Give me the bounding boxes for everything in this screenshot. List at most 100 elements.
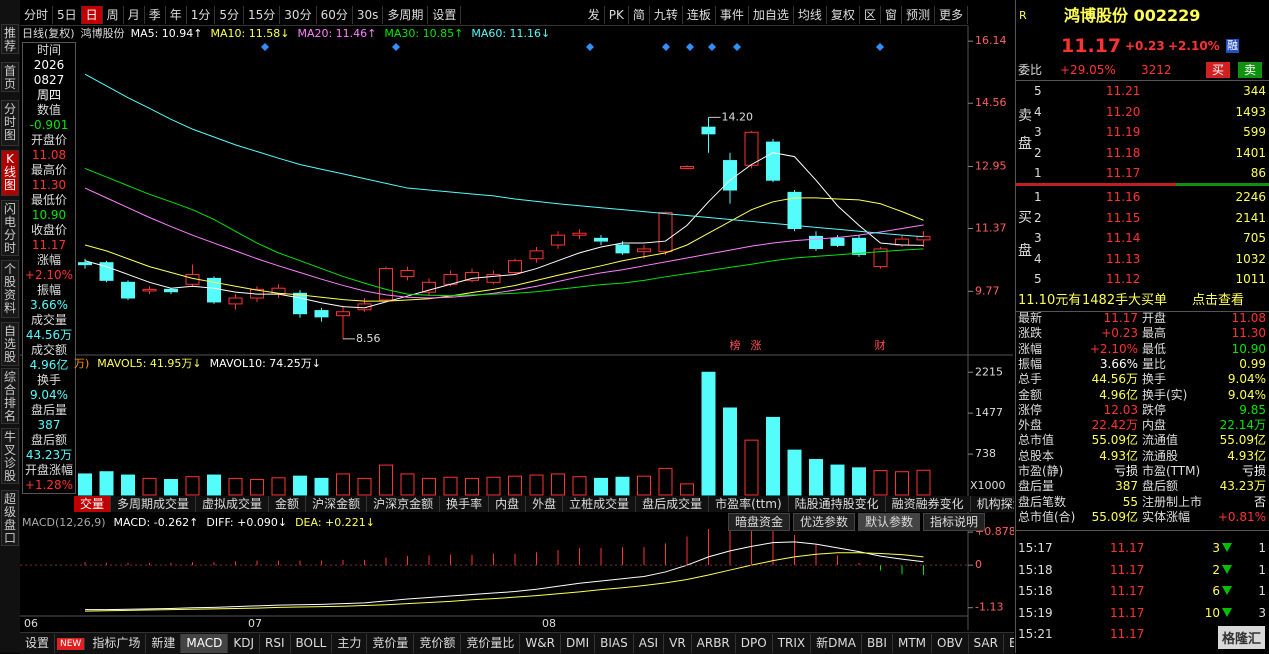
stat-value: 387 [1115,479,1138,494]
stat-value: 55 [1122,494,1138,509]
toolbar-button[interactable]: 事件 [716,6,749,24]
indicator-tab[interactable]: 融资融券变化 [886,496,971,512]
toolbar-button[interactable]: 更多 [935,6,968,24]
toolbar-button[interactable]: 季 [145,6,166,24]
indicator-tab[interactable]: 交量 [74,496,112,512]
big-order[interactable]: 点击查看 [1192,293,1245,308]
toolbar-button[interactable]: 连板 [683,6,716,24]
candle-body [293,292,307,315]
indicator-tab[interactable]: 外盘 [526,496,564,512]
side-tab[interactable]: 超级盘口 [1,490,19,546]
side-tab[interactable]: 个股资料 [1,260,19,318]
toolbar-button[interactable]: 加自选 [749,6,794,24]
toolbar-button[interactable]: 5分 [215,6,245,24]
bottom-tab[interactable]: 主力 [332,634,368,653]
candle-body [830,237,845,246]
toolbar-button[interactable]: 周 [103,6,124,24]
side-tab[interactable]: 闪电分时 [1,200,19,256]
indicator-tab[interactable]: 陆股通持股变化 [789,496,886,512]
bottom-tab[interactable]: DPO [736,634,773,653]
bottom-tab[interactable]: 竞价量比 [461,634,521,653]
toolbar-button[interactable]: 设置 [428,6,462,24]
bottom-tab[interactable]: BBI [862,634,893,653]
bottom-tab[interactable]: 指标广场 [87,634,147,653]
macd-button[interactable]: 默认参数 [858,513,921,531]
bottom-tab[interactable]: NEW [57,637,86,650]
indicator-tab[interactable]: 市盈率(ttm) [709,496,789,512]
big-order-row: 11.10元有 1482手 大买单 点击查看 [1016,291,1269,311]
toolbar-button[interactable]: 分时 [20,6,54,24]
bottom-tab[interactable]: 新建 [146,634,182,653]
bottom-tab[interactable]: BIAS [595,634,634,653]
side-tab[interactable]: 首页 [1,62,19,92]
info-value: 3.66% [29,298,69,312]
stat-value: 55.09亿 [1219,433,1266,448]
volume-bar [766,416,780,496]
buy-button[interactable]: 买 [1206,62,1231,78]
indicator-tab[interactable]: 沪深京金额 [367,496,441,512]
toolbar-button[interactable]: 5日 [53,6,82,24]
indicator-tab[interactable]: 多周期成交量 [111,496,197,512]
bottom-tab[interactable]: KDJ [228,634,261,653]
toolbar-button[interactable]: 多周期 [383,6,429,24]
bottom-tab[interactable]: RSI [260,634,291,653]
toolbar-button[interactable]: 30分 [280,6,317,24]
book-price: 11.21 [1106,84,1141,98]
toolbar-button[interactable]: 区 [860,6,881,24]
bottom-tab[interactable]: VR [664,634,692,653]
big-order: 1482手 [1082,293,1129,308]
macd-button[interactable]: 优选参数 [793,513,856,531]
toolbar-button[interactable]: 九转 [650,6,683,24]
indicator-tab[interactable]: 盘后成交量 [636,496,710,512]
bottom-tab[interactable]: OBV [932,634,969,653]
macd-button[interactable]: 指标说明 [923,513,986,531]
bottom-tab[interactable]: W&R [520,634,561,653]
indicator-tab[interactable]: 机构探测器 [971,496,1014,512]
bottom-tab[interactable]: TRIX [773,634,812,653]
bottom-tab[interactable]: BOLL [291,634,333,653]
y-tick-label: -1.13 [975,601,1003,614]
toolbar-button[interactable]: 1分 [187,6,216,24]
toolbar-button[interactable]: 窗 [881,6,902,24]
toolbar-button[interactable]: 年 [166,6,187,24]
bottom-tab[interactable]: 新DMA [811,634,862,653]
sell-button[interactable]: 卖 [1238,62,1263,78]
book-row: 2 11.15 2141 [1016,208,1269,228]
macd-button[interactable]: 暗盘资金 [728,513,791,531]
toolbar-button[interactable]: 月 [124,6,145,24]
bottom-tab[interactable]: SAR [969,634,1004,653]
toolbar-button[interactable]: 15分 [244,6,281,24]
side-tab[interactable]: 自选股 [1,322,19,366]
toolbar-button[interactable]: 60分 [317,6,353,24]
bottom-tab[interactable]: 竞价额 [414,634,462,653]
toolbar-button[interactable]: 均线 [794,6,827,24]
indicator-tab[interactable]: 沪深金额 [306,496,368,512]
bottom-tab[interactable]: EX... [1004,634,1014,653]
candle-body [486,273,501,283]
toolbar-button[interactable]: 简 [629,6,650,24]
toolbar-button[interactable]: 复权 [827,6,860,24]
bottom-tab[interactable]: ARBR [692,634,736,653]
side-tab[interactable]: 牛叉诊股 [1,428,19,484]
bottom-tab[interactable]: ASI [634,634,665,653]
toolbar-button[interactable]: 发 [584,6,605,24]
toolbar-button[interactable]: 30s [353,6,384,24]
side-tab[interactable]: 综合排名 [1,368,19,424]
bottom-tab[interactable]: MTM [893,634,933,653]
bottom-tab[interactable]: DMI [561,634,596,653]
volume-bar [508,475,522,496]
bottom-tab[interactable]: MACD [181,634,229,653]
indicator-tab[interactable]: 虚拟成交量 [196,496,270,512]
side-tab[interactable]: 分时图 [1,100,19,146]
indicator-tab[interactable]: 换手率 [440,496,490,512]
toolbar-button[interactable]: PK [605,6,629,24]
bottom-tab[interactable]: 竞价量 [367,634,415,653]
toolbar-button[interactable]: 日 [81,6,103,24]
bottom-tab[interactable]: 设置 [20,634,56,653]
indicator-tab[interactable]: 立桩成交量 [563,496,637,512]
toolbar-button[interactable]: 预测 [902,6,935,24]
side-tab[interactable]: K线图 [1,150,19,196]
indicator-tab[interactable]: 内盘 [489,496,527,512]
indicator-tab[interactable]: 金额 [269,496,307,512]
side-tab[interactable]: 推荐 [1,24,19,54]
